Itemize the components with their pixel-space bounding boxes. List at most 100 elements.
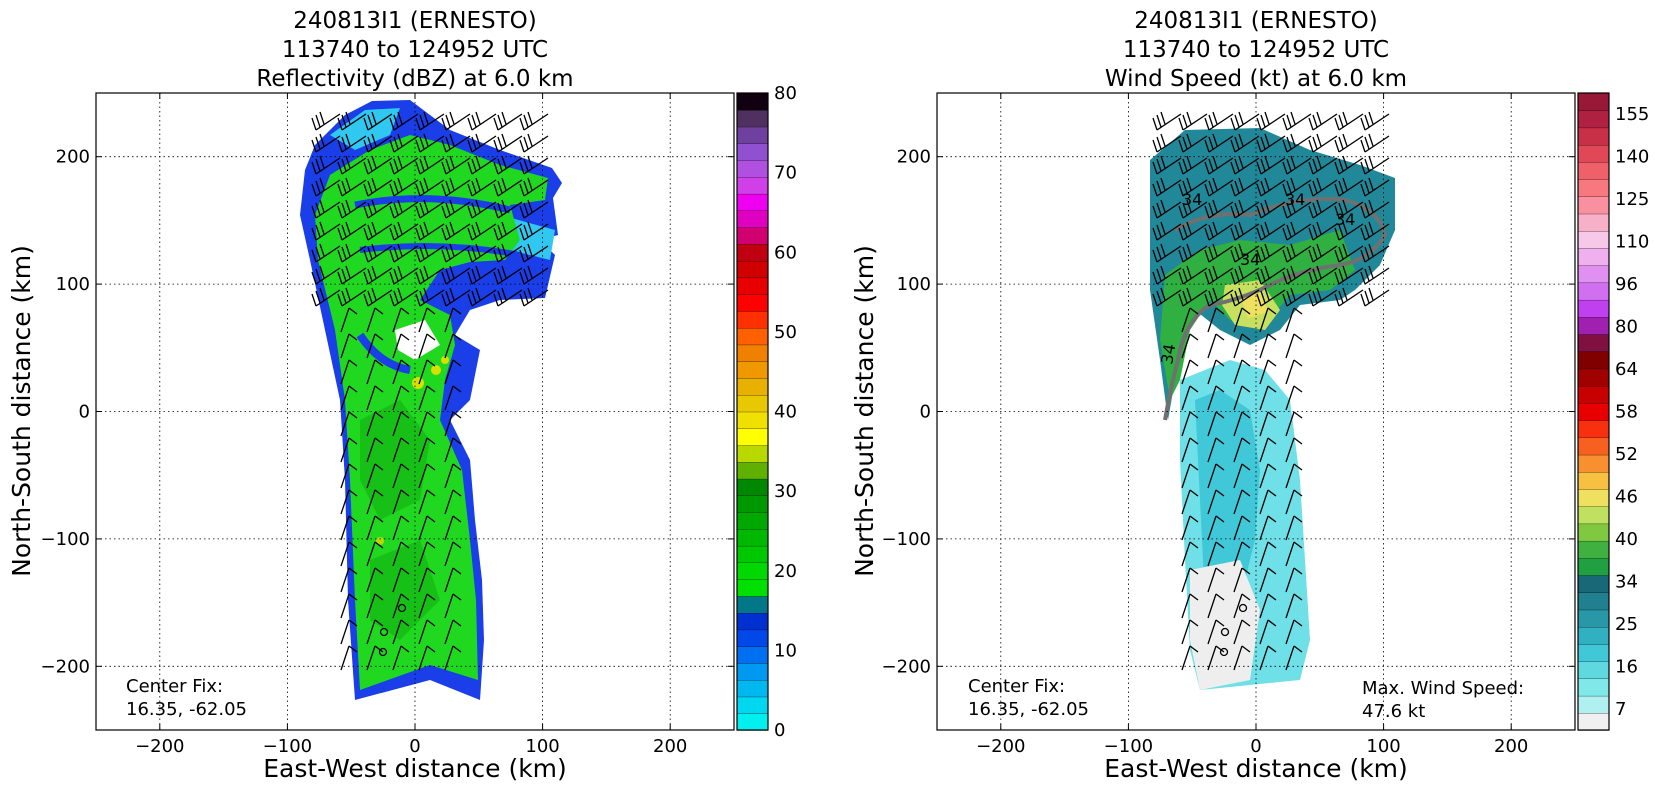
wind-y-tick-label: −200 bbox=[882, 656, 931, 677]
reflectivity-wind-barb bbox=[467, 243, 497, 263]
reflectivity-wind-barb bbox=[389, 221, 419, 241]
reflectivity-wind-barb bbox=[493, 221, 523, 241]
reflectivity-dark-green-patch bbox=[360, 400, 430, 520]
wind-wind-barb bbox=[1178, 287, 1208, 307]
reflectivity-wind-barb bbox=[340, 359, 358, 385]
wind-colorbar-swatch bbox=[1577, 178, 1610, 197]
reflectivity-wind-barb bbox=[392, 489, 410, 515]
wind-wind-barb bbox=[1233, 489, 1251, 515]
reflectivity-wind-barb bbox=[363, 133, 393, 153]
reflectivity-colorbar-swatch bbox=[736, 578, 769, 597]
reflectivity-colorbar-swatch bbox=[736, 545, 769, 564]
reflectivity-blue-streak bbox=[356, 332, 411, 374]
wind-wind-barb bbox=[1207, 619, 1225, 645]
wind-wind-barb bbox=[1181, 619, 1199, 645]
wind-wind-barb bbox=[1256, 177, 1286, 197]
wind-wind-barb bbox=[1233, 515, 1251, 541]
wind-wind-barb bbox=[1334, 243, 1364, 263]
wind-wind-barb bbox=[1259, 437, 1277, 463]
wind-wind-barb bbox=[1233, 385, 1251, 411]
wind-title-line-1: 240813I1 (ERNESTO) bbox=[1134, 8, 1377, 34]
wind-x-axis-label: East-West distance (km) bbox=[1104, 754, 1408, 783]
wind-colorbar-tick-label: 140 bbox=[1615, 147, 1649, 168]
reflectivity-wind-barb bbox=[418, 307, 436, 333]
wind-colorbar-swatch bbox=[1577, 144, 1610, 163]
wind-wind-barb bbox=[1181, 333, 1199, 359]
wind-colorbar bbox=[1577, 92, 1610, 731]
reflectivity-x-tick-label: −100 bbox=[263, 736, 312, 757]
wind-wind-barb bbox=[1204, 177, 1234, 197]
reflectivity-wind-barb bbox=[444, 567, 462, 593]
wind-wind-barb bbox=[1282, 265, 1312, 285]
wind-wind-barb bbox=[1259, 307, 1277, 333]
reflectivity-x-tick-label: 0 bbox=[409, 736, 420, 757]
reflectivity-y-tick-label: −100 bbox=[41, 529, 90, 550]
wind-wind-barb bbox=[1308, 177, 1338, 197]
reflectivity-wind-barb bbox=[519, 111, 549, 131]
reflectivity-wind-barb bbox=[340, 489, 358, 515]
reflectivity-wind-barb bbox=[441, 221, 471, 241]
wind-wind-barb bbox=[1334, 133, 1364, 153]
reflectivity-wind-barb bbox=[389, 111, 419, 131]
reflectivity-wind-barb bbox=[467, 199, 497, 219]
wind-colorbar-swatch bbox=[1577, 110, 1610, 129]
wind-wind-barb bbox=[1181, 645, 1199, 671]
wind-wind-barb bbox=[1178, 243, 1208, 263]
wind-wind-barb bbox=[1334, 177, 1364, 197]
wind-speed-field: 34 34 34 34 34 bbox=[1150, 111, 1395, 690]
wind-wind-barb bbox=[1178, 265, 1208, 285]
wind-wind-barb bbox=[1178, 199, 1208, 219]
reflectivity-grid bbox=[96, 93, 734, 730]
reflectivity-wind-barb bbox=[366, 359, 384, 385]
wind-wind-barbs bbox=[1152, 111, 1390, 671]
reflectivity-center-fix-label: Center Fix: bbox=[126, 676, 223, 697]
reflectivity-colorbar-swatch bbox=[736, 478, 769, 496]
reflectivity-wind-barb bbox=[493, 265, 523, 285]
wind-wind-barb bbox=[1256, 133, 1286, 153]
reflectivity-wind-barb bbox=[415, 111, 445, 131]
reflectivity-y-tick-label: 100 bbox=[56, 274, 90, 295]
wind-wind-barb bbox=[1285, 619, 1303, 645]
wind-wind-barb bbox=[1282, 177, 1312, 197]
reflectivity-wind-barb bbox=[519, 155, 549, 175]
reflectivity-wind-barb bbox=[493, 133, 523, 153]
reflectivity-wind-barb bbox=[366, 567, 384, 593]
wind-colorbar-swatch bbox=[1577, 419, 1610, 438]
wind-colorbar-swatch bbox=[1577, 351, 1610, 370]
reflectivity-wind-barb bbox=[418, 593, 436, 619]
reflectivity-wind-barb bbox=[366, 645, 384, 671]
wind-wind-barb bbox=[1204, 243, 1234, 263]
reflectivity-x-tick-label: 200 bbox=[653, 736, 687, 757]
reflectivity-wind-barb bbox=[444, 333, 462, 359]
reflectivity-wind-barb bbox=[340, 437, 358, 463]
wind-wind-barb bbox=[1308, 199, 1338, 219]
wind-colorbar-swatch bbox=[1577, 402, 1610, 421]
wind-wind-barb bbox=[1207, 593, 1225, 619]
wind-wind-barb bbox=[1259, 593, 1277, 619]
reflectivity-wind-barb bbox=[337, 243, 367, 263]
wind-wind-barb bbox=[1230, 265, 1260, 285]
wind-colorbar-swatch bbox=[1577, 161, 1610, 180]
reflectivity-colorbar-swatch bbox=[736, 243, 769, 262]
wind-colorbar-swatch bbox=[1577, 282, 1610, 301]
wind-x-tick-label: 100 bbox=[1366, 736, 1400, 757]
reflectivity-wind-barb bbox=[519, 177, 549, 197]
wind-wind-barb bbox=[1178, 221, 1208, 241]
reflectivity-wind-barb bbox=[444, 515, 462, 541]
wind-wind-barb bbox=[1230, 243, 1260, 263]
reflectivity-wind-barb bbox=[467, 265, 497, 285]
reflectivity-colorbar-swatch bbox=[736, 361, 769, 379]
wind-wind-barb bbox=[1207, 489, 1225, 515]
wind-wind-barb bbox=[1256, 265, 1286, 285]
reflectivity-colorbar-swatch bbox=[736, 377, 769, 396]
reflectivity-wind-barb bbox=[415, 243, 445, 263]
wind-wind-barb bbox=[1152, 221, 1182, 241]
reflectivity-colorbar-swatch bbox=[736, 646, 769, 664]
reflectivity-clear-notch bbox=[395, 320, 440, 360]
wind-wind-barb bbox=[1207, 411, 1225, 437]
wind-wind-barb bbox=[1207, 359, 1225, 385]
reflectivity-wind-barb bbox=[363, 111, 393, 131]
reflectivity-wind-barb bbox=[392, 333, 410, 359]
reflectivity-wind-barb bbox=[340, 619, 358, 645]
wind-wind-barb bbox=[1233, 307, 1251, 333]
